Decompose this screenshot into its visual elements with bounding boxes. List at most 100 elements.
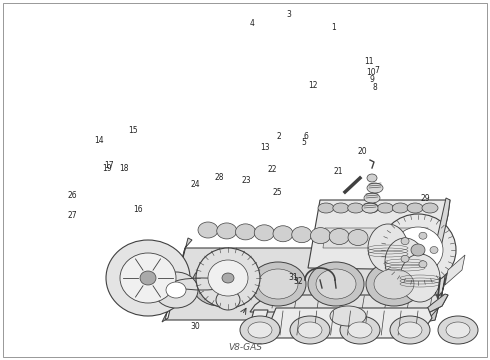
Text: 26: 26 [68,191,77,199]
Ellipse shape [430,247,438,253]
Ellipse shape [385,238,425,286]
Text: 5: 5 [301,138,306,147]
Text: 14: 14 [94,136,104,145]
Polygon shape [422,198,450,270]
Text: 6: 6 [304,132,309,141]
Ellipse shape [240,316,280,344]
Ellipse shape [398,322,422,338]
Ellipse shape [120,253,176,303]
Ellipse shape [308,262,364,306]
Text: 21: 21 [333,166,343,176]
Ellipse shape [368,224,408,272]
Ellipse shape [217,223,237,239]
Text: 30: 30 [190,323,200,331]
Text: 28: 28 [215,173,224,182]
Ellipse shape [393,227,443,273]
Text: 11: 11 [364,57,373,66]
Ellipse shape [411,244,425,256]
Ellipse shape [196,248,260,308]
Ellipse shape [333,203,349,213]
Ellipse shape [273,226,293,242]
Ellipse shape [330,306,366,326]
Ellipse shape [401,255,409,262]
Ellipse shape [254,225,274,241]
Text: 15: 15 [128,126,138,135]
Polygon shape [323,228,428,248]
Text: 23: 23 [241,176,251,185]
Text: 7: 7 [374,66,379,75]
Ellipse shape [192,262,248,306]
Text: 25: 25 [272,188,282,197]
Ellipse shape [377,203,393,213]
Ellipse shape [154,272,198,308]
Ellipse shape [140,271,156,285]
Ellipse shape [400,254,440,302]
Ellipse shape [340,316,380,344]
Ellipse shape [200,269,240,299]
Text: 12: 12 [308,81,318,90]
Text: 22: 22 [267,166,277,175]
Polygon shape [162,238,192,322]
Text: 32: 32 [293,277,303,286]
Ellipse shape [348,203,364,213]
Polygon shape [248,310,268,332]
Text: 17: 17 [104,161,114,170]
Polygon shape [426,246,455,322]
Ellipse shape [390,316,430,344]
Polygon shape [265,308,432,338]
Text: 24: 24 [190,180,200,189]
Text: 29: 29 [420,194,430,203]
Polygon shape [250,295,448,312]
Text: V8-GAS: V8-GAS [228,343,262,352]
Polygon shape [165,248,455,320]
Text: 27: 27 [68,211,77,220]
Text: 3: 3 [287,10,292,19]
Ellipse shape [438,316,478,344]
Ellipse shape [367,183,383,193]
Ellipse shape [362,203,378,213]
Text: 20: 20 [358,148,368,157]
Ellipse shape [106,240,190,316]
Text: 10: 10 [367,68,376,77]
Ellipse shape [208,260,248,296]
Ellipse shape [311,228,330,244]
Ellipse shape [236,224,255,240]
Text: 9: 9 [370,75,375,84]
Ellipse shape [316,269,356,299]
Text: 13: 13 [260,143,270,152]
Polygon shape [445,255,465,285]
Ellipse shape [366,262,422,306]
Ellipse shape [401,238,409,245]
Text: 2: 2 [277,132,282,141]
Ellipse shape [419,232,427,239]
Ellipse shape [419,261,427,268]
Ellipse shape [407,203,423,213]
Ellipse shape [222,273,234,283]
Ellipse shape [380,214,456,286]
Ellipse shape [392,203,408,213]
Polygon shape [308,200,450,270]
Ellipse shape [258,269,298,299]
Text: 8: 8 [372,84,377,93]
Ellipse shape [248,322,272,338]
Ellipse shape [348,322,372,338]
Ellipse shape [298,322,322,338]
Ellipse shape [329,229,349,244]
Ellipse shape [166,282,186,298]
Ellipse shape [318,203,334,213]
Text: 19: 19 [102,164,112,173]
Ellipse shape [198,222,218,238]
Ellipse shape [364,193,380,203]
Ellipse shape [446,322,470,338]
Ellipse shape [216,290,240,310]
Text: 1: 1 [331,23,336,32]
Ellipse shape [250,262,306,306]
Ellipse shape [290,316,330,344]
Text: 16: 16 [133,205,143,214]
Ellipse shape [367,174,377,182]
Text: 4: 4 [250,19,255,28]
Ellipse shape [374,269,414,299]
Text: 18: 18 [119,164,128,173]
Ellipse shape [348,230,368,246]
Ellipse shape [292,227,312,243]
